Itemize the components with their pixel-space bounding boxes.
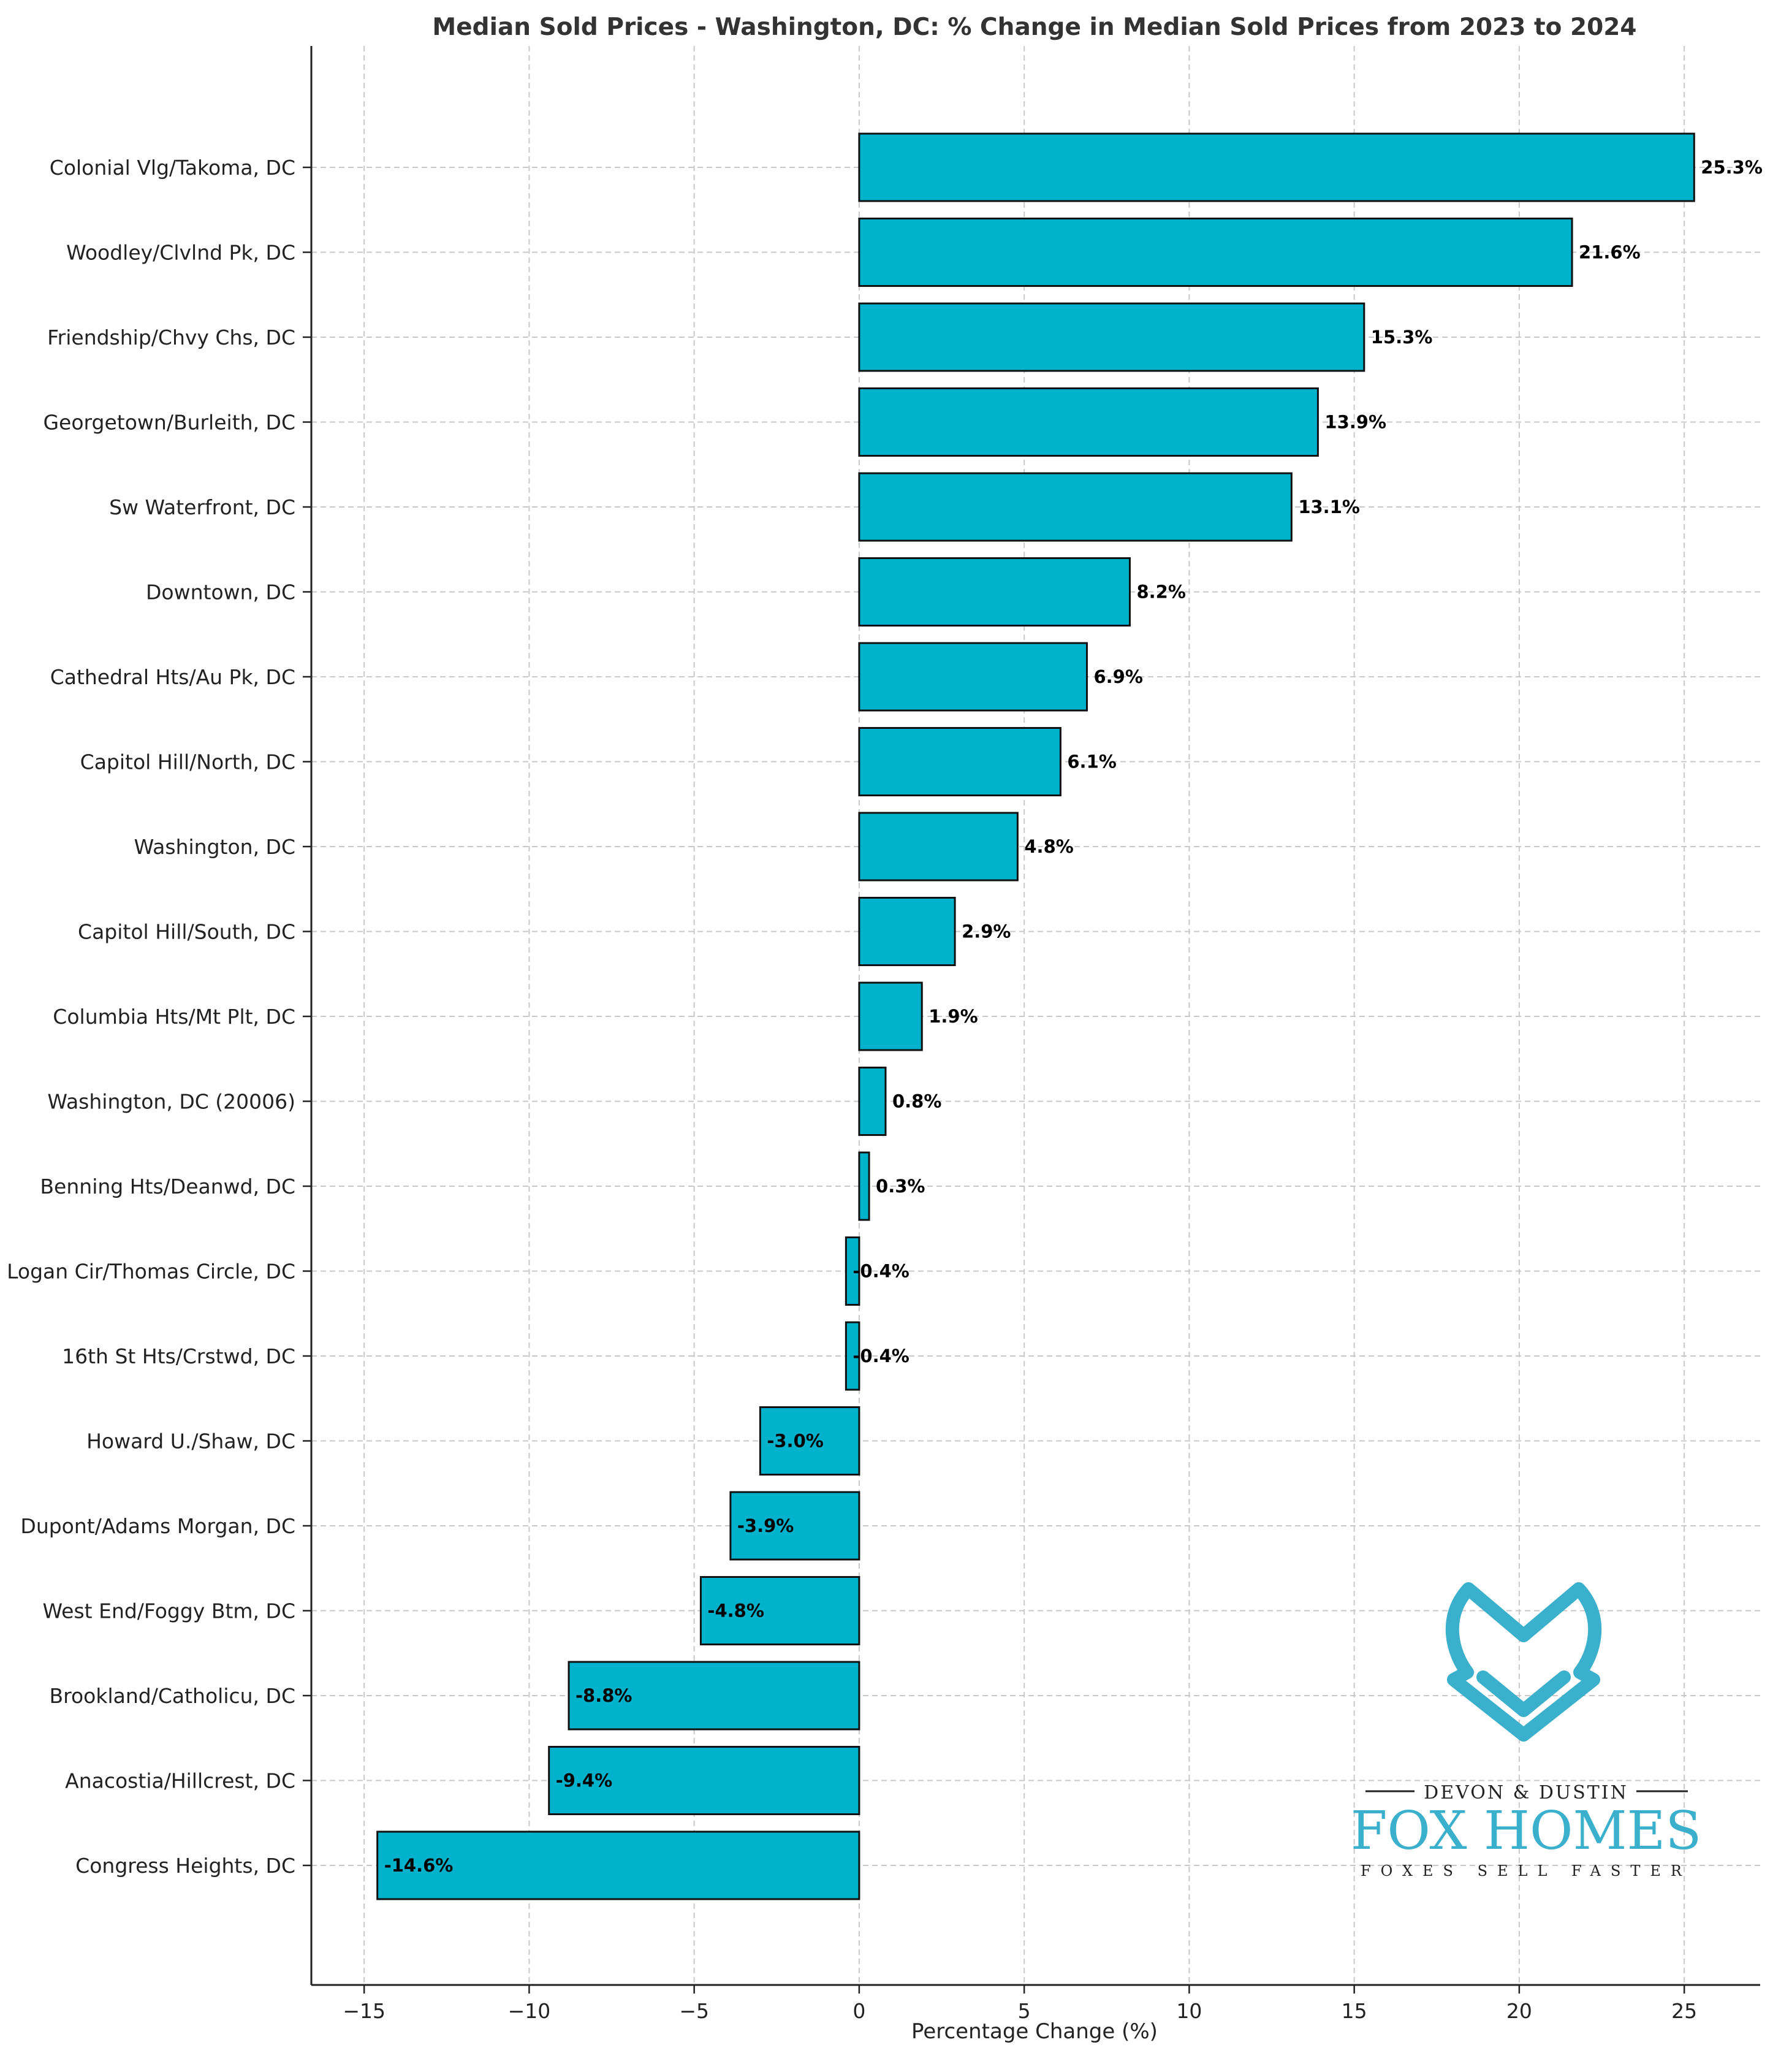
bar [845,1321,860,1391]
data-label: -4.8% [707,1601,764,1621]
data-label: 2.9% [962,921,1011,942]
x-tick-label: 5 [1018,1999,1031,2023]
data-label: 0.3% [876,1176,925,1197]
data-label: -14.6% [384,1855,454,1876]
bar [568,1661,860,1731]
bar [845,1236,860,1306]
bar-layer [376,132,1695,1900]
fox-head-icon [1445,1582,1602,1742]
category-label: Woodley/Clvlnd Pk, DC [66,241,295,265]
data-label: 4.8% [1024,836,1073,857]
category-label: Congress Heights, DC [75,1854,295,1878]
data-label: 6.1% [1067,752,1116,772]
category-label: West End/Foggy Btm, DC [42,1599,295,1623]
bar [858,472,1293,542]
bar [858,1067,887,1136]
data-label: -9.4% [556,1770,612,1791]
category-label: Colonial Vlg/Takoma, DC [50,156,295,180]
data-label: 8.2% [1136,582,1185,603]
bar [858,218,1573,287]
x-tick-label: 20 [1506,1999,1532,2023]
category-label: Downtown, DC [146,581,295,604]
x-tick-label: 0 [853,1999,865,2023]
category-label: Cathedral Hts/Au Pk, DC [50,665,295,689]
bar [376,1830,860,1900]
data-label: 13.1% [1298,497,1360,517]
logo-line-1: DEVON & DUSTIN [1424,1782,1628,1803]
data-label: -0.4% [853,1346,909,1366]
logo-line-3: FOXES SELL FASTER [1361,1862,1692,1880]
category-label: Brookland/Catholicu, DC [50,1684,295,1708]
category-label: 16th St Hts/Crstwd, DC [62,1344,295,1368]
fox-homes-logo: DEVON & DUSTIN FOX HOMES FOXES SELL FAST… [1351,1582,1701,1880]
bar [858,981,923,1051]
x-tick-label: 25 [1671,1999,1697,2023]
bar [858,302,1365,372]
data-label: -3.0% [767,1431,823,1452]
data-label: -3.9% [737,1515,794,1536]
category-label: Sw Waterfront, DC [109,495,295,519]
x-tick-label: −15 [343,1999,385,2023]
category-label: Friendship/Chvy Chs, DC [47,326,295,349]
bar [858,132,1695,202]
bar [858,557,1131,627]
category-label: Capitol Hill/South, DC [78,920,295,944]
bar [858,897,956,966]
data-label: -8.8% [575,1685,632,1706]
data-label: 21.6% [1579,242,1641,263]
data-label: 13.9% [1324,412,1386,433]
x-tick-label: 15 [1342,1999,1367,2023]
data-label: 15.3% [1371,327,1433,348]
data-label: 1.9% [928,1006,978,1027]
category-label: Columbia Hts/Mt Plt, DC [53,1005,295,1029]
x-axis-label: Percentage Change (%) [911,2019,1158,2044]
category-label: Georgetown/Burleith, DC [43,411,295,435]
x-tick-label: 10 [1176,1999,1202,2023]
bar [858,642,1088,712]
chart-title: Median Sold Prices - Washington, DC: % C… [432,13,1636,41]
bar [548,1746,860,1815]
axis-layer: Colonial Vlg/Takoma, DC Woodley/Clvlnd Pk… [7,46,1760,2023]
logo-line-2: FOX HOMES [1351,1800,1701,1862]
data-label: 25.3% [1701,157,1763,178]
category-label: Logan Cir/Thomas Circle, DC [7,1260,295,1284]
x-tick-label: −5 [679,1999,709,2023]
data-label: 0.8% [892,1091,941,1112]
x-tick-label: −10 [508,1999,551,2023]
data-label: 6.9% [1093,666,1142,687]
bar [759,1406,860,1476]
bar [858,387,1319,457]
category-label: Capitol Hill/North, DC [80,750,295,774]
data-label: -0.4% [853,1261,909,1282]
category-label: Benning Hts/Deanwd, DC [40,1175,295,1198]
category-label: Dupont/Adams Morgan, DC [20,1514,295,1538]
bar [729,1491,860,1561]
bar [858,812,1019,882]
category-label: Washington, DC (20006) [47,1090,295,1114]
category-label: Howard U./Shaw, DC [86,1430,295,1453]
category-label: Anacostia/Hillcrest, DC [65,1769,295,1793]
bar [699,1576,860,1645]
label-layer: 25.3% 21.6% 15.3% 13.9% 13.1% 8.2% 6.9% 6.1% 4.8… [384,157,1763,1876]
bar [858,1151,870,1221]
category-label: Washington, DC [134,835,295,859]
bar [858,727,1061,796]
